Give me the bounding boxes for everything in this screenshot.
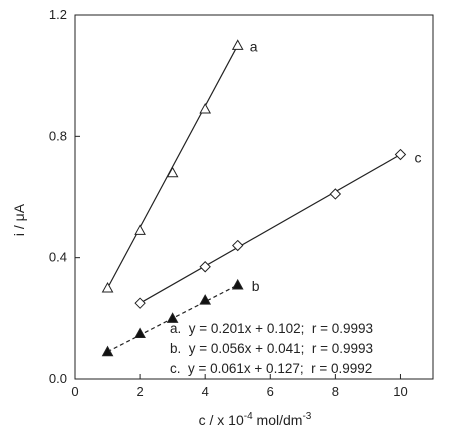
equation-a: a. y = 0.201x + 0.102; r = 0.9993	[170, 321, 373, 336]
data-point-b	[101, 345, 114, 357]
data-point-b	[231, 278, 244, 290]
data-point-c	[134, 297, 146, 309]
y-axis-label: i / μA	[11, 203, 27, 236]
series-label-c: c	[414, 150, 421, 166]
data-point-a	[134, 224, 146, 235]
x-tick-label: 0	[71, 384, 78, 399]
data-point-b	[166, 312, 179, 323]
equations-annotation: a. y = 0.201x + 0.102; r = 0.9993 b. y =…	[170, 321, 373, 376]
series-label-b: b	[252, 278, 260, 294]
data-point-a	[199, 103, 212, 114]
x-axis-label: c / x 10-4 mol/dm-3	[199, 411, 312, 428]
y-tick-label: 0.4	[49, 250, 67, 265]
x-tick-label: 4	[202, 384, 209, 399]
data-point-b	[199, 294, 212, 305]
data-point-c	[199, 261, 211, 273]
data-point-c	[232, 239, 244, 252]
y-tick-label: 1.2	[49, 7, 67, 22]
series-a: a	[101, 38, 258, 293]
x-tick-label: 2	[136, 384, 143, 399]
series-label-a: a	[250, 38, 258, 54]
data-point-a	[231, 39, 244, 50]
series-a-line	[107, 45, 239, 289]
plot-frame	[74, 14, 434, 380]
y-tick-label: 0.0	[49, 371, 67, 386]
data-point-c	[394, 148, 407, 161]
series-c-line	[139, 154, 401, 304]
data-point-c	[329, 188, 342, 200]
series-c: c	[134, 148, 421, 309]
x-tick-label: 8	[332, 384, 339, 399]
y-tick-label: 0.8	[49, 128, 67, 143]
series-layer: a b c	[101, 38, 421, 357]
data-point-a	[166, 166, 179, 178]
data-point-b	[134, 327, 146, 338]
data-point-a	[101, 281, 114, 293]
x-axis-ticks: 0 2 4 6 8 10	[71, 374, 408, 399]
y-axis-ticks: 0.0 0.4 0.8 1.2	[49, 7, 80, 386]
series-b: b	[101, 278, 260, 357]
x-tick-label: 10	[393, 384, 407, 399]
equation-c: c. y = 0.061x + 0.127; r = 0.9992	[170, 361, 372, 376]
equation-b: b. y = 0.056x + 0.041; r = 0.9993	[170, 341, 373, 356]
x-tick-label: 6	[267, 384, 274, 399]
